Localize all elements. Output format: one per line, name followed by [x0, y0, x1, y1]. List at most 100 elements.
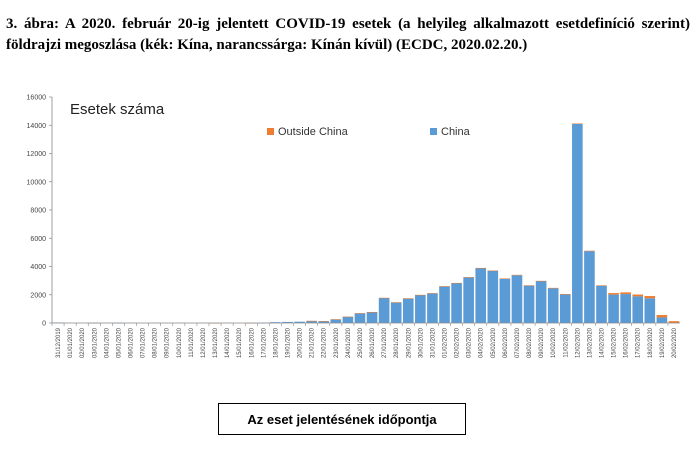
- x-tick-label: 01/01/2020: [68, 327, 74, 358]
- bar-china: [318, 321, 330, 323]
- bar-china: [644, 298, 656, 323]
- x-tick-label: 20/02/2020: [672, 327, 678, 358]
- x-tick-label: 13/02/2020: [587, 327, 593, 358]
- bar-china: [463, 277, 474, 323]
- x-tick-label: 19/02/2020: [660, 327, 666, 358]
- bar-china: [390, 302, 402, 323]
- bar-china: [306, 320, 317, 323]
- x-tick-label: 21/01/2020: [310, 327, 316, 358]
- x-tick-label: 19/01/2020: [286, 327, 292, 358]
- x-tick-label: 06/02/2020: [503, 327, 509, 358]
- bar-outside-china: [559, 294, 571, 295]
- x-tick-label: 09/02/2020: [539, 327, 545, 358]
- bar-china: [547, 288, 559, 323]
- x-tick-label: 12/01/2020: [201, 327, 207, 358]
- x-tick-label: 17/02/2020: [636, 327, 642, 358]
- x-tick-label: 18/01/2020: [273, 327, 279, 358]
- x-tick-label: 18/02/2020: [648, 327, 654, 358]
- bar-outside-china: [535, 280, 547, 282]
- y-tick-label: 12000: [27, 151, 47, 158]
- y-tick-label: 2000: [30, 292, 46, 299]
- legend: Outside China China: [267, 126, 471, 138]
- x-tick-label: 04/02/2020: [479, 327, 485, 358]
- bar-china: [415, 295, 426, 323]
- bar-outside-china: [390, 302, 402, 303]
- x-tick-label: 08/02/2020: [527, 327, 533, 358]
- x-tick-label: 16/01/2020: [249, 327, 255, 358]
- bar-china: [487, 270, 499, 323]
- bar-outside-china: [596, 285, 607, 286]
- x-tick-label: 15/02/2020: [612, 327, 618, 358]
- x-tick-label: 10/01/2020: [177, 327, 183, 358]
- x-tick-label: 15/01/2020: [237, 327, 243, 358]
- bar-china: [559, 294, 571, 323]
- y-axis-ticks: 0 2000 4000 6000 8000 10000 12000 14000 16000: [27, 95, 52, 328]
- bar-china: [523, 285, 535, 323]
- bar-outside-china: [402, 298, 414, 299]
- bar-outside-china: [451, 282, 462, 284]
- bar-outside-china: [354, 313, 366, 314]
- y-tick-label: 10000: [27, 179, 47, 186]
- x-axis-label: Az eset jelentésének időpontja: [218, 403, 466, 435]
- bar-china: [354, 313, 366, 323]
- x-tick-label: 29/01/2020: [406, 327, 412, 358]
- x-tick-label: 31/01/2020: [430, 327, 436, 358]
- bar-outside-china: [499, 278, 511, 279]
- x-tick-label: 16/02/2020: [624, 327, 630, 358]
- x-tick-label: 14/02/2020: [600, 327, 606, 358]
- bar-china: [499, 278, 511, 323]
- legend-label-outside-china: Outside China: [278, 126, 349, 138]
- bar-china: [427, 293, 438, 323]
- bar-china: [584, 251, 595, 323]
- bar-outside-china: [475, 267, 487, 269]
- bar-outside-china: [366, 312, 378, 313]
- bar-outside-china: [632, 294, 644, 297]
- bar-china: [511, 275, 523, 323]
- x-tick-label: 03/01/2020: [92, 327, 98, 358]
- x-tick-label: 05/01/2020: [116, 327, 122, 358]
- bar-outside-china: [415, 294, 426, 296]
- bar-outside-china: [487, 270, 499, 272]
- bar-outside-china: [656, 315, 668, 318]
- bar-china: [620, 294, 631, 323]
- x-tick-label: 01/02/2020: [443, 327, 449, 358]
- bar-china: [608, 294, 619, 323]
- legend-swatch-china: [430, 128, 437, 135]
- bar-outside-china: [439, 286, 450, 287]
- x-tick-label: 04/01/2020: [104, 327, 110, 358]
- x-tick-label: 05/02/2020: [491, 327, 497, 358]
- bar-outside-china: [427, 293, 438, 294]
- x-tick-label: 09/01/2020: [165, 327, 171, 358]
- x-tick-label: 11/01/2020: [189, 327, 195, 357]
- bar-outside-china: [547, 287, 559, 289]
- x-tick-label: 28/01/2020: [394, 327, 400, 358]
- chart-title: Esetek száma: [70, 101, 165, 118]
- y-tick-label: 6000: [30, 236, 46, 243]
- x-tick-label: 13/01/2020: [213, 327, 219, 358]
- bar-china: [535, 281, 547, 323]
- x-tick-label: 27/01/2020: [382, 327, 388, 358]
- y-tick-label: 0: [42, 321, 46, 328]
- bar-outside-china: [668, 321, 680, 323]
- bar-outside-china: [306, 320, 317, 322]
- x-tick-label: 12/02/2020: [575, 327, 581, 358]
- x-tick-label: 17/01/2020: [261, 327, 267, 358]
- bar-china: [294, 321, 305, 323]
- bar-outside-china: [511, 274, 523, 276]
- x-tick-label: 31/12/2019: [56, 327, 62, 358]
- x-tick-label: 26/01/2020: [370, 327, 376, 358]
- x-tick-label: 22/01/2020: [322, 327, 328, 358]
- bar-china: [632, 296, 644, 323]
- x-tick-label: 02/01/2020: [80, 327, 86, 358]
- y-tick-label: 14000: [27, 123, 47, 130]
- bar-china: [402, 298, 414, 323]
- x-tick-label: 10/02/2020: [551, 327, 557, 358]
- bar-china: [572, 123, 583, 323]
- bar-outside-china: [523, 285, 535, 286]
- x-tick-label: 06/01/2020: [129, 327, 135, 358]
- bar-china: [656, 317, 668, 323]
- figure-caption: 3. ábra: A 2020. február 20-ig jelentett…: [6, 16, 690, 53]
- bar-outside-china: [463, 277, 474, 278]
- bar-china: [342, 316, 354, 323]
- bar-china: [475, 268, 487, 323]
